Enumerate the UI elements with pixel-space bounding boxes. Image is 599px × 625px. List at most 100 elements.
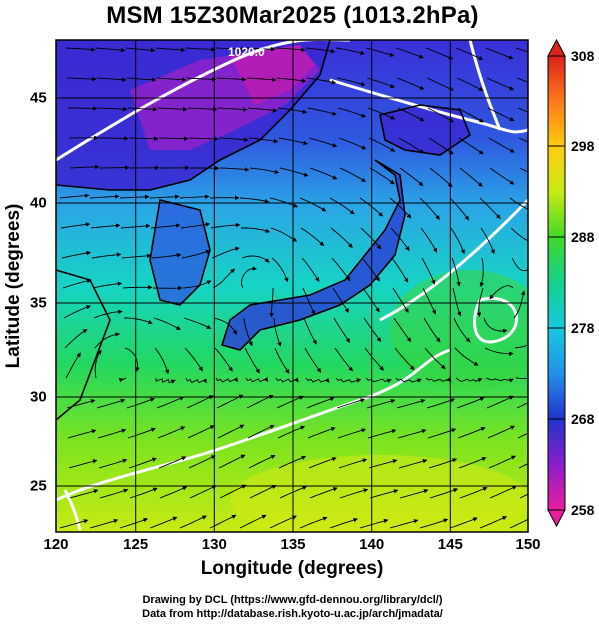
streamline (424, 347, 446, 370)
streamline (179, 194, 210, 199)
streamline (275, 47, 306, 53)
streamline (367, 428, 397, 439)
streamline (337, 107, 367, 118)
streamline (219, 167, 250, 172)
streamline (397, 428, 427, 439)
streamline (269, 288, 274, 318)
streamline (67, 429, 97, 439)
streamline (211, 246, 240, 259)
colorbar-tick-label: 288 (571, 229, 595, 245)
streamline (455, 47, 484, 60)
streamline (335, 377, 362, 383)
map-title: MSM 15Z30Mar2025 (1013.2hPa) (106, 2, 479, 29)
streamline (189, 485, 217, 499)
streamline (399, 489, 429, 499)
streamline (369, 489, 399, 499)
streamline (187, 425, 215, 439)
streamline (428, 137, 454, 155)
streamline (518, 463, 528, 469)
y-tick-label: 45 (30, 89, 47, 107)
streamline (241, 227, 271, 233)
streamline (247, 424, 275, 439)
y-tick-label: 30 (30, 388, 47, 406)
streamline (185, 47, 216, 52)
streamline (217, 424, 245, 439)
streamline (517, 432, 528, 439)
colorbar-min-arrow (547, 509, 566, 528)
streamline (60, 222, 91, 229)
streamline (215, 46, 246, 52)
streamline (241, 255, 270, 263)
streamline (513, 290, 526, 319)
streamline (215, 377, 238, 383)
streamline (514, 344, 528, 349)
streamline (511, 257, 528, 272)
streamline (305, 47, 336, 54)
streamline (332, 287, 349, 313)
streamline (489, 285, 514, 300)
streamline (278, 455, 307, 469)
streamline (94, 349, 102, 379)
streamline (68, 106, 98, 111)
streamline (395, 377, 423, 383)
streamline (479, 197, 501, 219)
streamline (485, 377, 514, 383)
streamline (301, 257, 320, 282)
isobar-label: 1020.0 (228, 45, 265, 59)
streamline (216, 77, 247, 82)
streamline (309, 167, 338, 180)
streamline (299, 197, 327, 212)
streamline (428, 458, 458, 469)
streamline (274, 347, 290, 374)
streamline (452, 287, 462, 317)
streamline (336, 398, 366, 409)
streamline (245, 377, 269, 383)
streamline (245, 46, 276, 52)
streamline (399, 167, 424, 187)
streamline (429, 167, 453, 188)
streamline (456, 397, 485, 409)
streamline (367, 107, 396, 120)
streamline (420, 227, 438, 253)
y-tick-label: 40 (30, 194, 47, 212)
streamline (396, 77, 425, 90)
streamline (488, 137, 515, 153)
streamline (333, 317, 351, 343)
streamline (369, 167, 395, 185)
y-axis-label: Latitude (degrees) (3, 203, 24, 369)
streamline (210, 222, 241, 229)
streamline (156, 396, 185, 409)
streamline (243, 317, 253, 347)
streamline (91, 252, 122, 259)
streamline (458, 137, 484, 155)
streamline (394, 347, 415, 371)
streamline (422, 287, 437, 315)
streamline (157, 426, 186, 439)
x-tick-label: 135 (280, 536, 306, 553)
streamline (517, 107, 528, 113)
streamline (186, 395, 214, 409)
streamline (61, 250, 92, 259)
streamline (127, 107, 158, 112)
streamline (519, 493, 528, 499)
streamline (516, 77, 528, 83)
streamline (124, 317, 153, 325)
streamline (155, 377, 176, 384)
streamline (337, 428, 367, 439)
streamline (126, 77, 157, 83)
streamline (96, 398, 126, 409)
streamline (453, 317, 471, 343)
streamline (96, 77, 127, 82)
streamline (126, 397, 155, 409)
streamline (489, 167, 515, 185)
streamline (181, 249, 211, 259)
streamline (69, 489, 99, 499)
streamline (249, 484, 277, 499)
streamline (185, 377, 207, 384)
credit-data-source: Data from http://database.rish.kyoto-u.a… (142, 608, 443, 620)
streamline (247, 107, 278, 113)
streamline (273, 317, 282, 347)
streamline (449, 197, 470, 221)
streamline (450, 227, 465, 255)
streamline (149, 516, 178, 529)
